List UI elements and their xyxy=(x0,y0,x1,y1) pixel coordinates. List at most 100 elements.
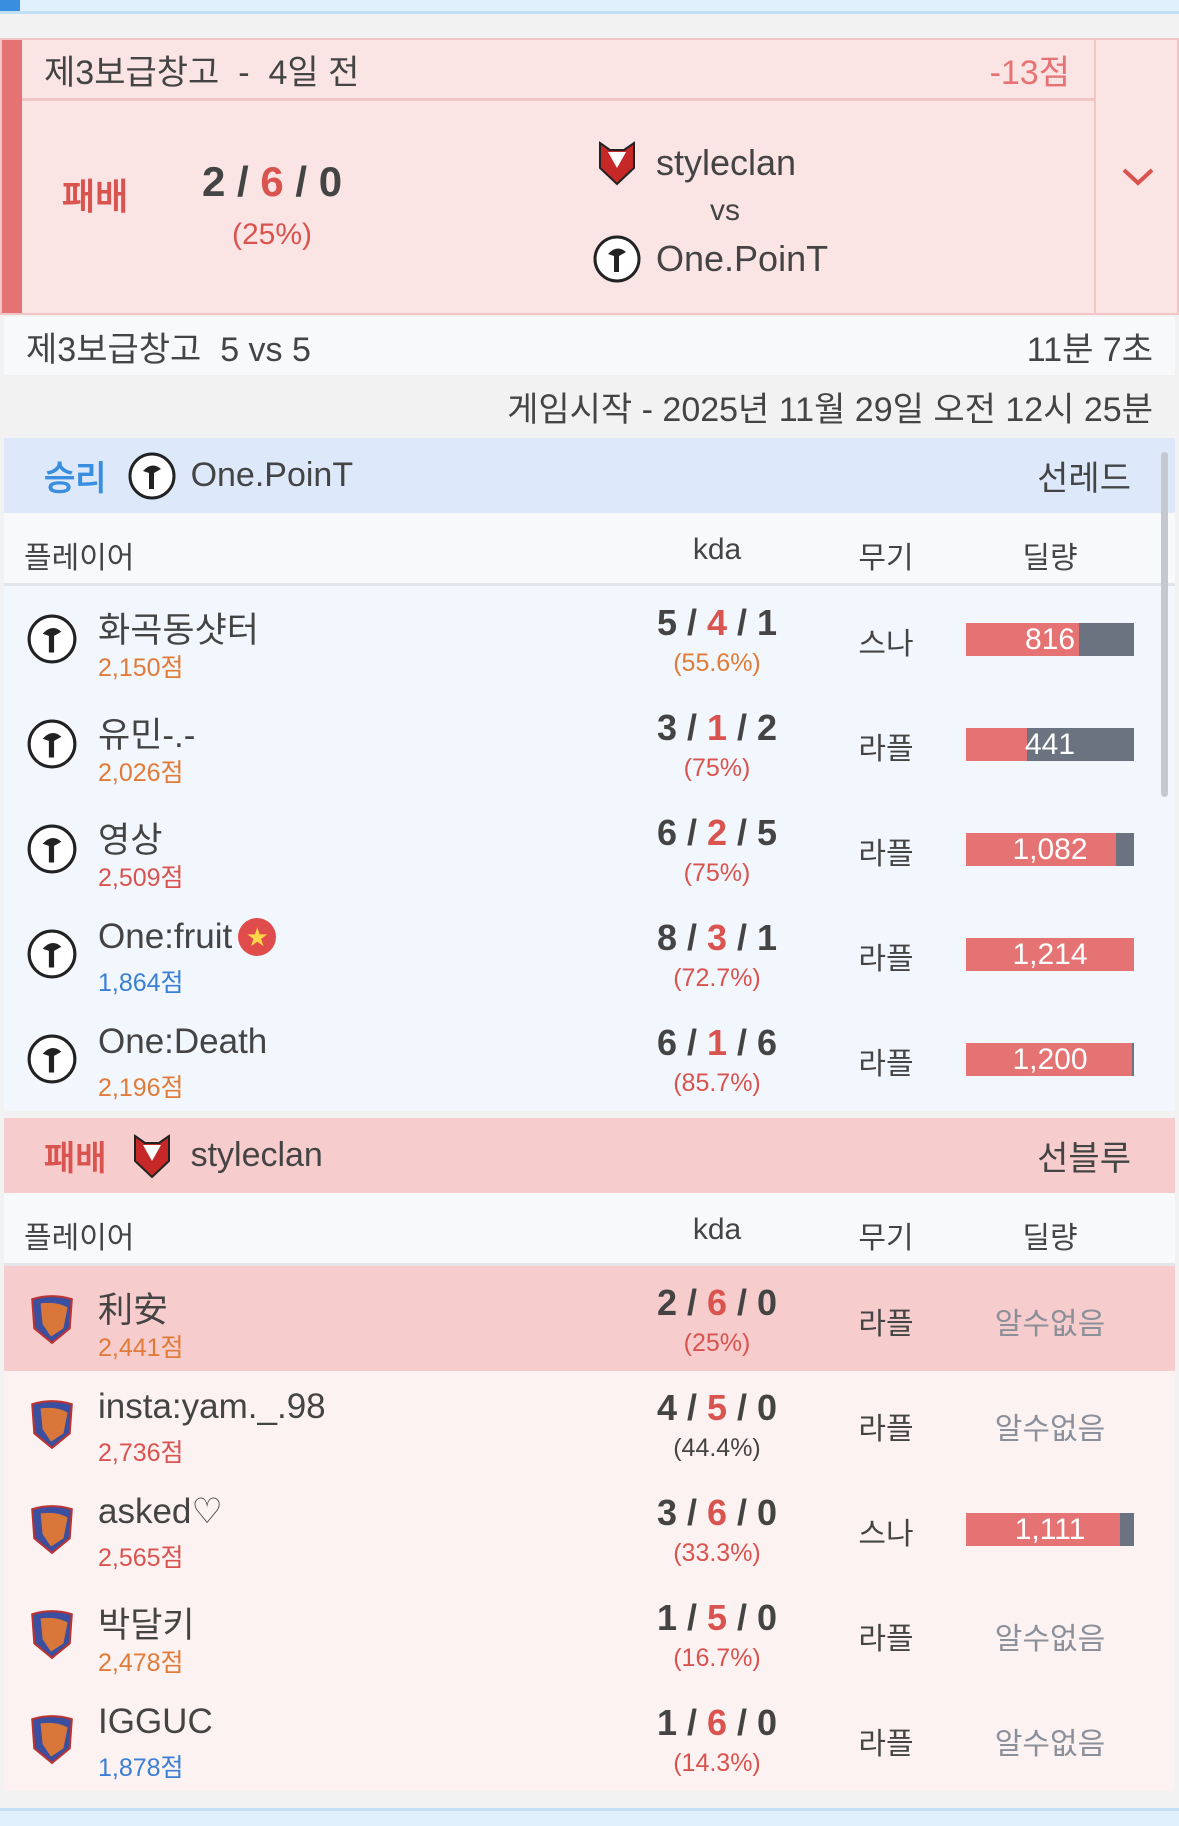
player-name: One:fruit xyxy=(98,917,233,956)
player-kda-percent: (33.3%) xyxy=(673,1539,761,1567)
player-weapon: 라플 xyxy=(858,1308,914,1341)
col-player: 플레이어 xyxy=(24,1222,135,1255)
player-kda-percent: (85.7%) xyxy=(673,1069,761,1097)
damage-bar-fill xyxy=(966,938,1134,971)
player-avatar-icon xyxy=(27,1034,77,1084)
assists: 0 xyxy=(757,1597,778,1638)
losing-team: 패배 styleclan 선블루 플레이어 kda 무기 딜량 利安 2,441… xyxy=(4,1118,1175,1791)
assists: 5 xyxy=(757,812,778,853)
player-name: 利安 xyxy=(98,1291,169,1330)
winning-team: 승리 One.PoinT 선레드 플레이어 kda 무기 딜량 화곡동샷터 2,… xyxy=(4,438,1175,1111)
kills: 3 xyxy=(656,1492,677,1533)
damage-bar: 1,214 xyxy=(966,938,1134,971)
player-row[interactable]: 유민-.- 2,026점 3 / 1 / 2 (75%) 라플 441 xyxy=(4,691,1175,796)
match-header: 제3보급창고 - 4일 전 -13점 xyxy=(22,40,1094,101)
damage-value: 1,200 xyxy=(1012,1043,1088,1076)
assists: 0 xyxy=(757,1387,778,1428)
kills: 2 xyxy=(656,1282,677,1323)
damage-unknown: 알수없음 xyxy=(994,1728,1106,1761)
team-result: 승리 xyxy=(44,460,107,498)
player-name: 유민-.- xyxy=(98,716,196,755)
loss-stripe xyxy=(2,40,22,313)
player-row[interactable]: One:Death 2,196점 6 / 1 / 6 (85.7%) 라플 1,… xyxy=(4,1006,1175,1111)
vs-label: vs xyxy=(710,194,740,227)
expand-button[interactable] xyxy=(1094,40,1179,313)
map-name: 제3보급창고 xyxy=(44,53,220,92)
deaths: 2 xyxy=(706,812,728,853)
player-kda: 1 / 5 / 0 xyxy=(656,1597,778,1638)
assists: 6 xyxy=(757,1022,778,1063)
player-weapon: 라플 xyxy=(858,1728,914,1761)
assists: 0 xyxy=(318,158,343,205)
assists: 0 xyxy=(757,1492,778,1533)
damage-value: 441 xyxy=(1024,728,1076,761)
top-tab-bar xyxy=(0,0,1179,14)
player-name: 화곡동샷터 xyxy=(98,611,260,650)
player-score: 1,864점 xyxy=(98,969,184,997)
match-summary-card[interactable]: 제3보급창고 - 4일 전 -13점 패배 2 / 6 / 0 (25%) st… xyxy=(0,38,1179,315)
player-kda: 3 / 1 / 2 xyxy=(656,707,778,748)
player-score: 1,878점 xyxy=(98,1754,184,1782)
player-row[interactable]: IGGUC 1,878점 1 / 6 / 0 (14.3%) 라플 알수없음 xyxy=(4,1686,1175,1791)
team-header: 승리 One.PoinT 선레드 xyxy=(4,438,1175,513)
team-name: styleclan xyxy=(190,1136,323,1174)
player-name: 영상 xyxy=(98,821,163,860)
team-result: 패배 xyxy=(44,1140,107,1178)
player-weapon: 스나 xyxy=(858,628,914,661)
player-score: 2,509점 xyxy=(98,864,184,892)
deaths: 3 xyxy=(706,917,728,958)
deaths: 6 xyxy=(706,1492,728,1533)
player-avatar-icon xyxy=(31,1505,73,1555)
damage-unknown: 알수없음 xyxy=(994,1413,1106,1446)
player-score: 2,565점 xyxy=(98,1544,184,1572)
player-row[interactable]: 화곡동샷터 2,150점 5 / 4 / 1 (55.6%) 스나 816 xyxy=(4,586,1175,691)
team-a-name: styleclan xyxy=(656,142,797,183)
player-avatar-icon xyxy=(31,1715,73,1765)
player-kda-percent: (14.3%) xyxy=(673,1749,761,1777)
kills: 2 xyxy=(201,158,226,205)
player-row[interactable]: insta:yam._.98 2,736점 4 / 5 / 0 (44.4%) … xyxy=(4,1371,1175,1476)
player-weapon: 라플 xyxy=(858,838,914,871)
col-damage: 딜량 xyxy=(1022,542,1078,575)
player-weapon: 라플 xyxy=(858,943,914,976)
team-side: 선블루 xyxy=(1037,1140,1131,1178)
kills: 4 xyxy=(656,1387,677,1428)
scrollbar[interactable] xyxy=(1161,452,1168,797)
player-name: One:Death xyxy=(98,1022,268,1061)
deaths: 1 xyxy=(706,707,728,748)
player-row[interactable]: 利安 2,441점 2 / 6 / 0 (25%) 라플 알수없음 xyxy=(4,1266,1175,1371)
deaths: 5 xyxy=(706,1387,728,1428)
player-avatar-icon xyxy=(27,719,77,769)
kills: 1 xyxy=(656,1597,677,1638)
assists: 2 xyxy=(757,707,778,748)
col-weapon: 무기 xyxy=(858,1222,914,1255)
player-score: 2,150점 xyxy=(98,654,184,682)
damage-bar: 1,200 xyxy=(966,1043,1134,1076)
player-row[interactable]: One:fruit ★ 1,864점 8 / 3 / 1 (72.7%) 라플 1… xyxy=(4,901,1175,1006)
column-header: 플레이어 kda 무기 딜량 xyxy=(4,513,1175,586)
player-kda: 6 / 2 / 5 xyxy=(656,812,778,853)
player-kda-percent: (75%) xyxy=(683,754,751,782)
player-row[interactable]: 박달키 2,478점 1 / 5 / 0 (16.7%) 라플 알수없음 xyxy=(4,1581,1175,1686)
player-kda: 6 / 1 / 6 xyxy=(656,1022,778,1063)
damage-bar-fill xyxy=(966,1043,1132,1076)
player-row[interactable]: 영상 2,509점 6 / 2 / 5 (75%) 라플 1,082 xyxy=(4,796,1175,901)
col-player: 플레이어 xyxy=(24,542,135,575)
assists: 1 xyxy=(757,917,778,958)
player-row[interactable]: asked♡ 2,565점 3 / 6 / 0 (33.3%) 스나 1,111 xyxy=(4,1476,1175,1581)
player-weapon: 라플 xyxy=(858,1623,914,1656)
team-b-name: One.PoinT xyxy=(656,238,829,279)
kills: 5 xyxy=(656,602,677,643)
player-avatar-icon xyxy=(27,614,77,664)
col-damage: 딜량 xyxy=(1022,1222,1078,1255)
game-start-row: 게임시작 - 2025년 11월 29일 오전 12시 25분 xyxy=(4,379,1175,434)
player-kda-percent: (72.7%) xyxy=(673,964,761,992)
damage-bar-fill xyxy=(966,1513,1120,1546)
match-result: 패배 xyxy=(62,176,129,217)
damage-value: 1,111 xyxy=(1014,1513,1086,1546)
separator: - xyxy=(238,53,250,92)
col-kda: kda xyxy=(692,1213,742,1246)
star-icon: ★ xyxy=(238,918,277,956)
player-avatar-icon xyxy=(27,929,77,979)
player-kda-percent: (16.7%) xyxy=(673,1644,761,1672)
